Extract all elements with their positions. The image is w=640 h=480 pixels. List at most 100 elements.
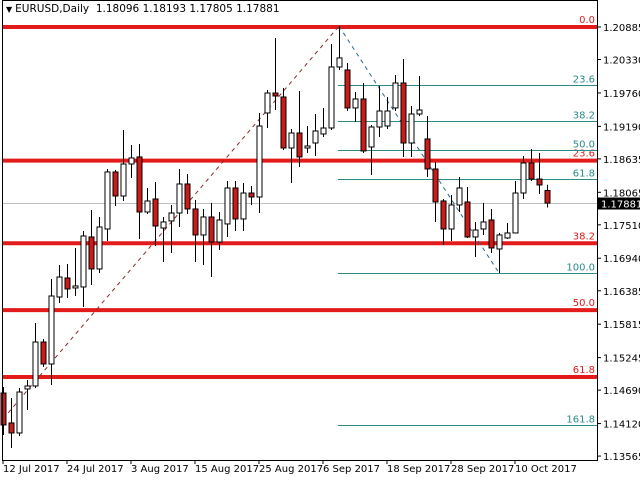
price-tick-label: 1.19760 bbox=[603, 89, 640, 100]
candle bbox=[264, 89, 271, 128]
candle bbox=[72, 247, 79, 296]
candle bbox=[472, 221, 479, 257]
candle bbox=[536, 152, 543, 194]
candle-body bbox=[112, 171, 119, 197]
candle bbox=[176, 168, 183, 227]
candle bbox=[304, 126, 311, 153]
fib-ext-label: 38.2 bbox=[573, 111, 595, 122]
candle-body bbox=[192, 208, 199, 236]
fib-ext-label: 61.8 bbox=[573, 169, 595, 180]
candle-body bbox=[0, 392, 7, 426]
price-tick-label: 1.19190 bbox=[603, 122, 640, 133]
fib-level-label: 38.2 bbox=[573, 231, 595, 242]
candle bbox=[360, 82, 367, 153]
candle bbox=[104, 168, 111, 241]
date-tick-label: 3 Aug 2017 bbox=[131, 464, 189, 475]
candle-body bbox=[48, 295, 55, 365]
price-tick-label: 1.15815 bbox=[603, 320, 640, 331]
candle bbox=[224, 180, 231, 237]
chart-header: ▼ EURUSD,Daily 1.18096 1.18193 1.17805 1.… bbox=[6, 3, 280, 15]
candle bbox=[344, 62, 351, 111]
candle-body bbox=[488, 219, 495, 249]
candle bbox=[0, 386, 7, 435]
candle bbox=[216, 211, 223, 250]
candle bbox=[288, 128, 295, 183]
candle bbox=[448, 194, 455, 241]
candle bbox=[56, 264, 63, 303]
candle bbox=[352, 92, 359, 122]
candle-body bbox=[240, 192, 247, 220]
fib-extension: 23.6 38.2 50.0 61.8 100.0 161.8 bbox=[338, 75, 597, 426]
candle-body bbox=[208, 216, 215, 243]
candle bbox=[240, 182, 247, 231]
date-tick-label: 12 Jul 2017 bbox=[3, 464, 60, 475]
candle-body bbox=[360, 98, 367, 152]
candle-body bbox=[168, 212, 175, 222]
candle-body bbox=[384, 110, 391, 127]
candle bbox=[280, 87, 287, 150]
candle-body bbox=[200, 216, 207, 236]
candle-body bbox=[120, 163, 127, 197]
candle-body bbox=[512, 192, 519, 234]
candle bbox=[64, 263, 71, 298]
candle-body bbox=[64, 277, 71, 290]
candle bbox=[40, 338, 47, 367]
candle-body bbox=[440, 200, 447, 230]
date-tick-label: 28 Sep 2017 bbox=[451, 464, 514, 475]
candle-body bbox=[464, 201, 471, 238]
candle bbox=[480, 202, 487, 235]
candle-body bbox=[8, 422, 15, 434]
candle-body bbox=[392, 82, 399, 109]
candle-body bbox=[400, 82, 407, 144]
candle-body bbox=[72, 285, 79, 289]
candle bbox=[32, 322, 39, 388]
candle bbox=[112, 169, 119, 206]
candle-body bbox=[296, 132, 303, 158]
candle bbox=[208, 202, 215, 277]
candle-body bbox=[152, 198, 159, 227]
candle bbox=[384, 96, 391, 129]
date-tick-label: 10 Oct 2017 bbox=[515, 464, 577, 475]
candle-body bbox=[480, 221, 487, 230]
candle-body bbox=[176, 183, 183, 214]
date-tick-label: 24 Jul 2017 bbox=[67, 464, 124, 475]
candle-body bbox=[416, 109, 423, 115]
symbol-label: EURUSD,Daily bbox=[15, 3, 90, 15]
candle-body bbox=[144, 200, 151, 213]
triangle-down-icon[interactable]: ▼ bbox=[6, 5, 13, 14]
candle-body bbox=[216, 219, 223, 243]
candle-body bbox=[328, 66, 335, 129]
candle bbox=[184, 173, 191, 214]
candle bbox=[168, 204, 175, 253]
candle bbox=[464, 186, 471, 238]
candle bbox=[336, 26, 343, 70]
candle-body bbox=[32, 341, 39, 387]
candle bbox=[392, 75, 399, 111]
candle-body bbox=[224, 187, 231, 225]
candle bbox=[400, 59, 407, 157]
fib-ext-label: 161.8 bbox=[566, 415, 595, 426]
candle bbox=[368, 125, 375, 176]
candle-body bbox=[504, 232, 511, 239]
candle bbox=[152, 181, 159, 246]
candle bbox=[200, 208, 207, 265]
candle-body bbox=[184, 183, 191, 210]
candle-body bbox=[24, 385, 31, 390]
candle-body bbox=[312, 130, 319, 144]
chart-frame bbox=[2, 0, 598, 461]
fib-ext-label: 23.6 bbox=[573, 75, 595, 86]
candle-body bbox=[520, 162, 527, 194]
candle-body bbox=[424, 138, 431, 170]
candle bbox=[16, 387, 23, 436]
candle bbox=[80, 230, 87, 308]
candle-body bbox=[160, 221, 167, 229]
candle bbox=[296, 90, 303, 167]
candle bbox=[48, 278, 55, 385]
candle-body bbox=[232, 187, 239, 220]
fib-level-label: 0.0 bbox=[579, 15, 595, 26]
candle-body bbox=[256, 125, 263, 198]
candle-body bbox=[88, 236, 95, 270]
ohlc-close: 1.17881 bbox=[236, 3, 280, 15]
